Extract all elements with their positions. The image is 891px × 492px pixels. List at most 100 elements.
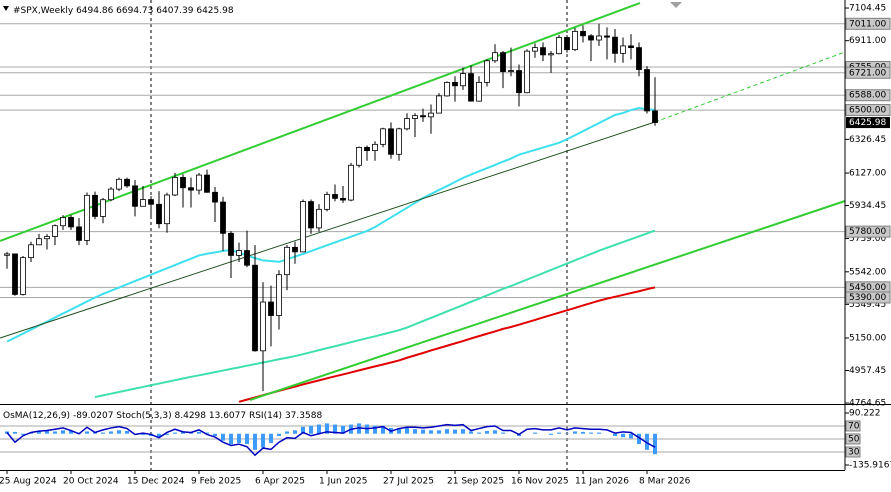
osma-tick-label: 90.222	[849, 408, 881, 418]
last-high: 6694.73	[116, 6, 153, 16]
x-tick-label: 20 Oct 2024	[63, 477, 119, 487]
osma-bar	[573, 431, 577, 434]
candle-body	[580, 31, 586, 37]
osma-bar	[101, 432, 105, 434]
moving-averages	[6, 107, 656, 403]
candle-body	[412, 115, 418, 119]
osma-bar	[557, 432, 561, 434]
candle-body	[348, 164, 354, 201]
osma-bar	[45, 430, 49, 434]
candle-body	[132, 185, 138, 207]
osma-bar	[197, 431, 201, 434]
last-close: 6425.98	[196, 6, 233, 16]
candle-body	[12, 253, 18, 295]
candle-body	[148, 199, 154, 205]
candle-body	[492, 52, 498, 62]
trendlines	[0, 2, 846, 401]
candle-body	[356, 146, 362, 166]
rsi-line	[6, 423, 656, 457]
level-label: 6500.00	[849, 106, 886, 116]
osma-bar	[269, 433, 273, 443]
indicator-pane	[0, 423, 845, 457]
osma-bar	[157, 433, 161, 438]
x-tick-label: 1 Jun 2025	[319, 477, 367, 487]
osma-bar	[213, 433, 217, 437]
candle-body	[636, 47, 642, 70]
y-tick-label: 5150.00	[849, 333, 886, 343]
candle-body	[556, 37, 562, 55]
candle-body	[380, 128, 386, 145]
osma-bar	[469, 431, 473, 434]
candle-body	[628, 45, 634, 49]
candle-body	[276, 274, 282, 316]
rsi-level-box	[845, 433, 861, 445]
osma-bar	[485, 430, 489, 434]
level-label: 6588.00	[849, 91, 886, 101]
candle-body	[428, 112, 434, 118]
x-tick-label: 16 Nov 2025	[511, 477, 569, 487]
rsi-level-label: 50	[848, 434, 860, 444]
candle-body	[284, 246, 290, 276]
candle-body	[308, 201, 314, 229]
osma-bar	[309, 425, 313, 434]
x-tick-label: 8 Mar 2026	[639, 477, 691, 487]
osma-bar	[621, 433, 625, 438]
level-label: 5780.00	[849, 227, 886, 237]
candle-body	[180, 177, 186, 189]
symbol-icon	[3, 6, 9, 11]
candle-body	[44, 236, 50, 240]
x-tick-label: 6 Apr 2025	[255, 477, 305, 487]
candle-body	[516, 70, 522, 94]
osma-bar	[261, 433, 265, 448]
candle-body	[260, 301, 266, 352]
osma-bar	[589, 432, 593, 434]
last-open: 6494.86	[76, 6, 113, 16]
y-tick-label: 5739.00	[849, 234, 886, 244]
candle-body	[220, 201, 226, 234]
rsi-value: 37.3588	[285, 411, 322, 421]
osma-bar	[13, 431, 17, 434]
candle-body	[28, 244, 34, 259]
osma-bar	[61, 430, 65, 434]
osma-value: -89.0207	[73, 411, 113, 421]
osma-bar	[53, 431, 57, 434]
osma-bar	[637, 433, 641, 445]
channel-line	[0, 2, 641, 242]
chart-shift-marker	[670, 2, 682, 8]
level-label-box	[845, 89, 891, 102]
indicator-header: OsMA(12,26,9) -89.0207 Stoch(5,3,3) 8.42…	[3, 411, 322, 421]
osma-bar	[461, 429, 465, 434]
level-label-box	[845, 17, 891, 30]
candle-body	[116, 178, 122, 190]
x-tick-label: 11 Jan 2026	[575, 477, 629, 487]
rsi-level-label: 70	[848, 421, 860, 431]
price-label-box	[846, 117, 890, 129]
x-tick-label: 21 Sep 2025	[447, 477, 504, 487]
osma-bar	[325, 423, 329, 434]
osma-bar	[109, 431, 113, 434]
osma-bar	[645, 433, 649, 450]
osma-bar	[597, 432, 601, 434]
candle-body	[572, 31, 578, 51]
rsi-name: RSI(14)	[249, 411, 282, 421]
channel-line	[0, 121, 656, 339]
price-label: 6425.98	[849, 118, 886, 128]
stoch-main: 8.4298	[175, 411, 207, 421]
osma-bar	[397, 427, 401, 434]
candle-body	[268, 301, 274, 316]
level-label-box	[845, 291, 891, 304]
osma-bar	[333, 424, 337, 434]
candle-body	[372, 143, 378, 151]
chart-title: #SPX,Weekly	[13, 6, 74, 16]
candle-body	[612, 36, 618, 54]
osma-bar	[373, 425, 377, 434]
candle-body	[36, 238, 42, 246]
candle-body	[204, 174, 210, 193]
level-label: 5450.00	[849, 283, 886, 293]
osma-bar	[405, 427, 409, 434]
candle-body	[300, 201, 306, 253]
candles	[4, 23, 658, 392]
candle-body	[396, 128, 402, 155]
